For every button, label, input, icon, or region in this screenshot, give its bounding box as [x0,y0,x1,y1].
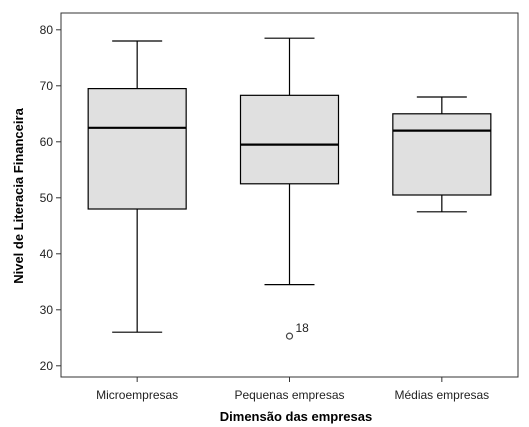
x-tick-label: Médias empresas [394,388,489,402]
box [239,94,340,185]
y-tick-label: 60 [40,135,54,149]
y-tick-label: 50 [40,191,54,205]
plot-area: 20 30 40 50 60 70 80 Microempresas Pequenas empr… [40,12,519,402]
x-tick-label: Microempresas [96,388,178,402]
y-tick-label: 20 [40,359,54,373]
outlier-label: 18 [296,321,310,335]
box [392,113,492,196]
x-tick-label: Pequenas empresas [234,388,344,402]
y-tick-label: 80 [40,23,54,37]
y-tick-label: 30 [40,303,54,317]
box [87,87,187,210]
x-axis-label: Dimensão das empresas [220,409,372,424]
outlier-point [285,332,294,340]
y-tick-label: 40 [40,247,54,261]
y-tick-label: 70 [40,79,54,93]
y-axis-label: Nivel de Literacia Financeira [11,107,26,283]
